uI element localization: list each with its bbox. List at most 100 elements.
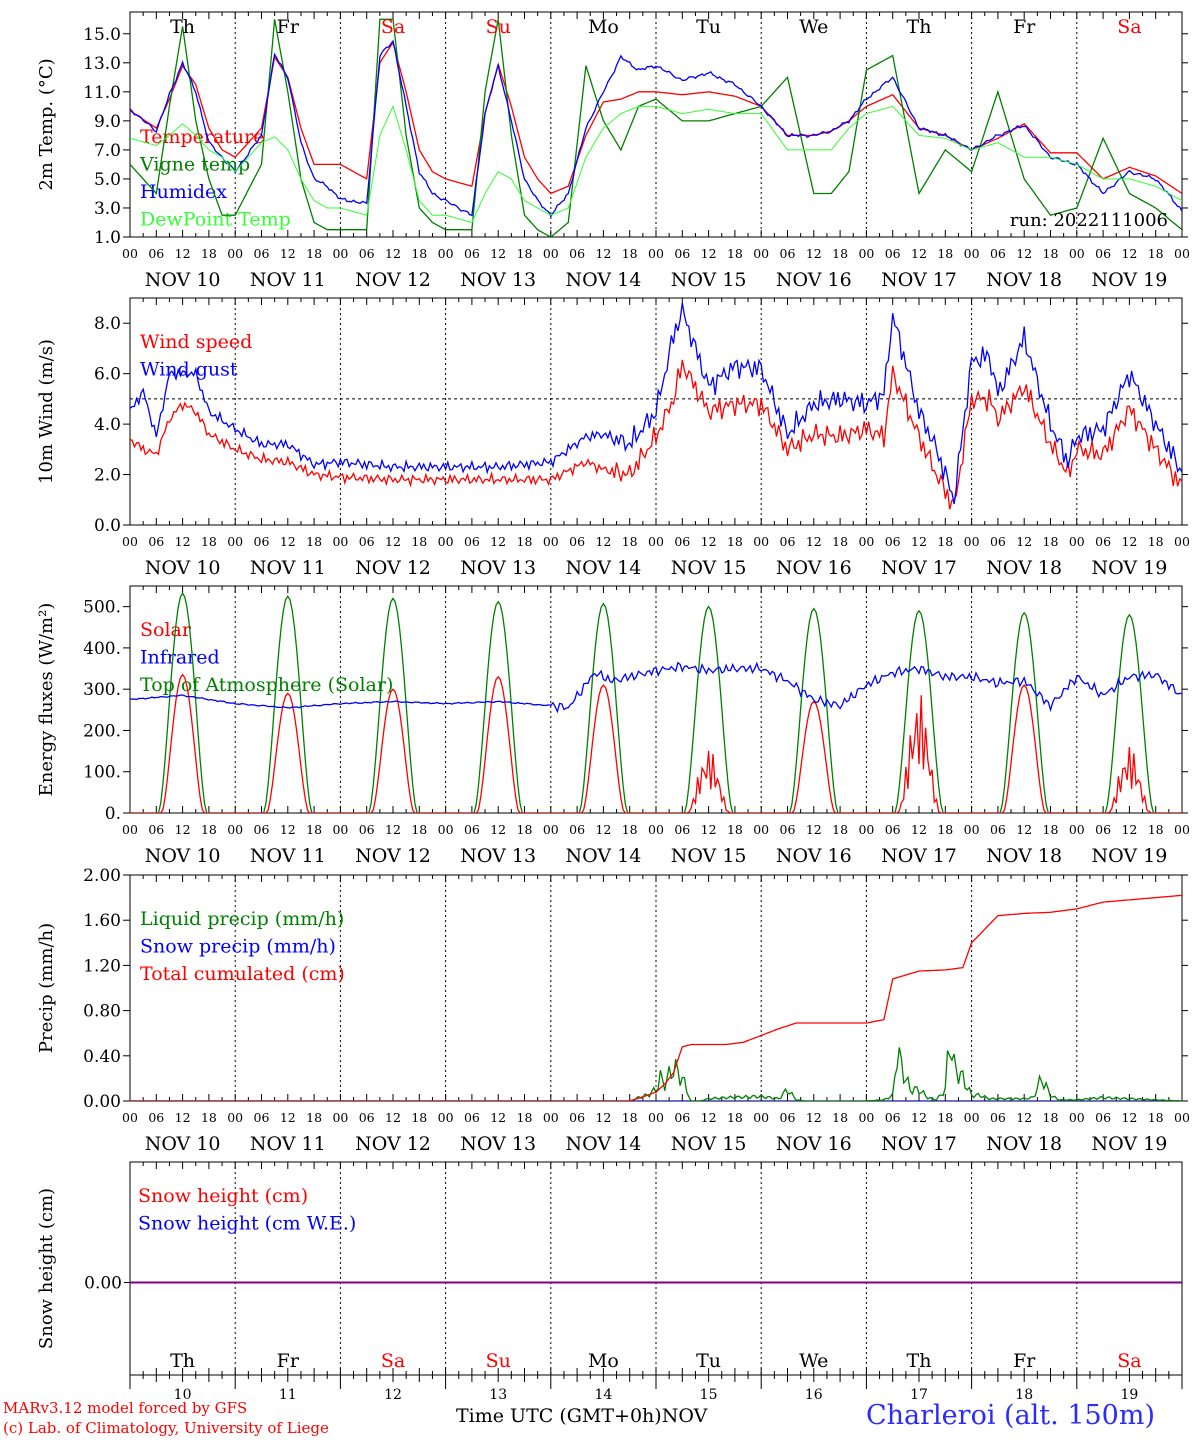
hour-tick-label: 06 xyxy=(148,822,164,837)
hour-tick-label: 06 xyxy=(885,822,901,837)
hour-tick-label: 00 xyxy=(227,1110,243,1125)
time-axis-label: Time UTC (GMT+0h)NOV xyxy=(456,1405,708,1427)
y-tick-label: 4.0 xyxy=(94,415,121,435)
station-title: Charleroi (alt. 150m) xyxy=(866,1400,1155,1431)
hour-tick-label: 18 xyxy=(1148,1110,1164,1125)
hour-tick-label: 06 xyxy=(148,246,164,261)
day-number-label: 17 xyxy=(910,1387,928,1403)
day-number-label: 15 xyxy=(700,1387,718,1403)
hour-tick-label: 00 xyxy=(964,534,980,549)
hour-tick-label: 12 xyxy=(1121,534,1137,549)
series-total-cumulated-cm- xyxy=(130,894,1182,1101)
date-label: NOV 10 xyxy=(145,557,221,579)
hour-tick-label: 00 xyxy=(332,822,348,837)
day-number-label: 10 xyxy=(174,1387,192,1403)
legend-entry: Total cumulated (cm) xyxy=(140,963,345,985)
y-tick-label: 400. xyxy=(83,639,121,659)
date-label: NOV 19 xyxy=(1091,269,1167,291)
hour-tick-label: 12 xyxy=(280,1110,296,1125)
hour-tick-label: 00 xyxy=(1069,822,1085,837)
day-name-label: Tu xyxy=(696,1350,721,1372)
hour-tick-label: 12 xyxy=(806,534,822,549)
date-label: NOV 17 xyxy=(881,557,957,579)
y-axis-title: Snow height (cm) xyxy=(36,1188,57,1349)
hour-tick-label: 06 xyxy=(674,246,690,261)
y-tick-label: 0. xyxy=(105,804,121,824)
hour-tick-label: 00 xyxy=(858,534,874,549)
hour-tick-label: 12 xyxy=(1121,246,1137,261)
y-tick-label: 13.0 xyxy=(83,54,121,74)
hour-tick-label: 12 xyxy=(385,822,401,837)
hour-tick-label: 06 xyxy=(990,534,1006,549)
hour-tick-label: 18 xyxy=(1148,822,1164,837)
hour-tick-label: 06 xyxy=(359,1110,375,1125)
day-name-label: Fr xyxy=(1013,16,1036,38)
legend: Liquid precip (mm/h) Snow precip (mm/h) To… xyxy=(140,908,345,985)
hour-tick-label: 00 xyxy=(648,534,664,549)
hour-tick-label: 06 xyxy=(780,246,796,261)
hour-tick-label: 06 xyxy=(254,822,270,837)
hour-tick-label: 00 xyxy=(753,822,769,837)
hour-tick-label: 18 xyxy=(832,246,848,261)
model-credit: MARv3.12 model forced by GFS xyxy=(3,1399,248,1417)
panel-1: 1.0 3.0 5.0 7.0 9.0 11.0 13.0 15.0 00 06 12 18 00 06 1… xyxy=(36,11,1190,291)
date-label: NOV 18 xyxy=(986,1133,1062,1155)
hour-tick-label: 12 xyxy=(701,1110,717,1125)
hour-tick-label: 18 xyxy=(517,822,533,837)
hour-tick-label: 12 xyxy=(1016,1110,1032,1125)
legend-entry: Top of Atmosphere (Solar) xyxy=(140,674,393,696)
hour-tick-label: 00 xyxy=(964,822,980,837)
date-label: NOV 18 xyxy=(986,845,1062,867)
date-label: NOV 14 xyxy=(565,269,641,291)
hour-tick-label: 12 xyxy=(701,822,717,837)
hour-tick-label: 06 xyxy=(569,822,585,837)
hour-tick-label: 18 xyxy=(832,822,848,837)
day-name-label: Fr xyxy=(1013,1350,1036,1372)
series-group xyxy=(130,592,1182,813)
hour-tick-label: 18 xyxy=(832,534,848,549)
date-label: NOV 18 xyxy=(986,269,1062,291)
date-label: NOV 16 xyxy=(776,269,852,291)
hour-tick-label: 18 xyxy=(622,822,638,837)
series-humidex xyxy=(130,39,1182,218)
hour-tick-label: 18 xyxy=(727,1110,743,1125)
hour-tick-label: 06 xyxy=(990,1110,1006,1125)
y-tick-label: 15.0 xyxy=(83,25,121,45)
hour-tick-label: 18 xyxy=(306,246,322,261)
hour-tick-label: 06 xyxy=(464,534,480,549)
hour-tick-label: 12 xyxy=(175,246,191,261)
panel-2: 0.0 2.0 4.0 6.0 8.0 00 06 12 18 00 06 12 18 00 06 12 18 0… xyxy=(36,297,1190,579)
y-tick-label: 500. xyxy=(83,598,121,618)
series-group xyxy=(130,894,1182,1101)
hour-tick-label: 18 xyxy=(306,822,322,837)
date-label: NOV 14 xyxy=(565,557,641,579)
hour-tick-label: 12 xyxy=(806,822,822,837)
hour-tick-label: 00 xyxy=(1174,246,1190,261)
day-name-label: Sa xyxy=(1117,1350,1141,1372)
hour-tick-label: 12 xyxy=(385,534,401,549)
run-label: run: 2022111006 xyxy=(1010,210,1168,231)
day-name-label: Fr xyxy=(277,1350,300,1372)
hour-tick-label: 12 xyxy=(175,822,191,837)
hour-tick-label: 12 xyxy=(595,1110,611,1125)
legend-entry: Snow height (cm) xyxy=(138,1185,308,1207)
hour-tick-label: 18 xyxy=(1043,534,1059,549)
legend: Solar Infrared Top of Atmosphere (Solar) xyxy=(140,619,393,696)
date-label: NOV 16 xyxy=(776,1133,852,1155)
series-top-of-atmosphere-solar- xyxy=(130,592,1182,813)
hour-tick-label: 06 xyxy=(148,1110,164,1125)
series-temperature xyxy=(130,40,1182,195)
hour-tick-label: 12 xyxy=(490,534,506,549)
date-label: NOV 19 xyxy=(1091,557,1167,579)
y-tick-label: 1.60 xyxy=(83,911,121,931)
hour-tick-label: 12 xyxy=(595,534,611,549)
day-number-label: 16 xyxy=(805,1387,823,1403)
hour-tick-label: 18 xyxy=(411,246,427,261)
legend-entry: Temperature xyxy=(140,126,264,148)
hour-tick-label: 12 xyxy=(280,534,296,549)
hour-tick-label: 06 xyxy=(674,822,690,837)
y-tick-label: 0.00 xyxy=(83,1092,121,1112)
legend-entry: Humidex xyxy=(140,181,227,203)
hour-tick-label: 18 xyxy=(517,1110,533,1125)
y-tick-label: 5.0 xyxy=(94,170,121,190)
